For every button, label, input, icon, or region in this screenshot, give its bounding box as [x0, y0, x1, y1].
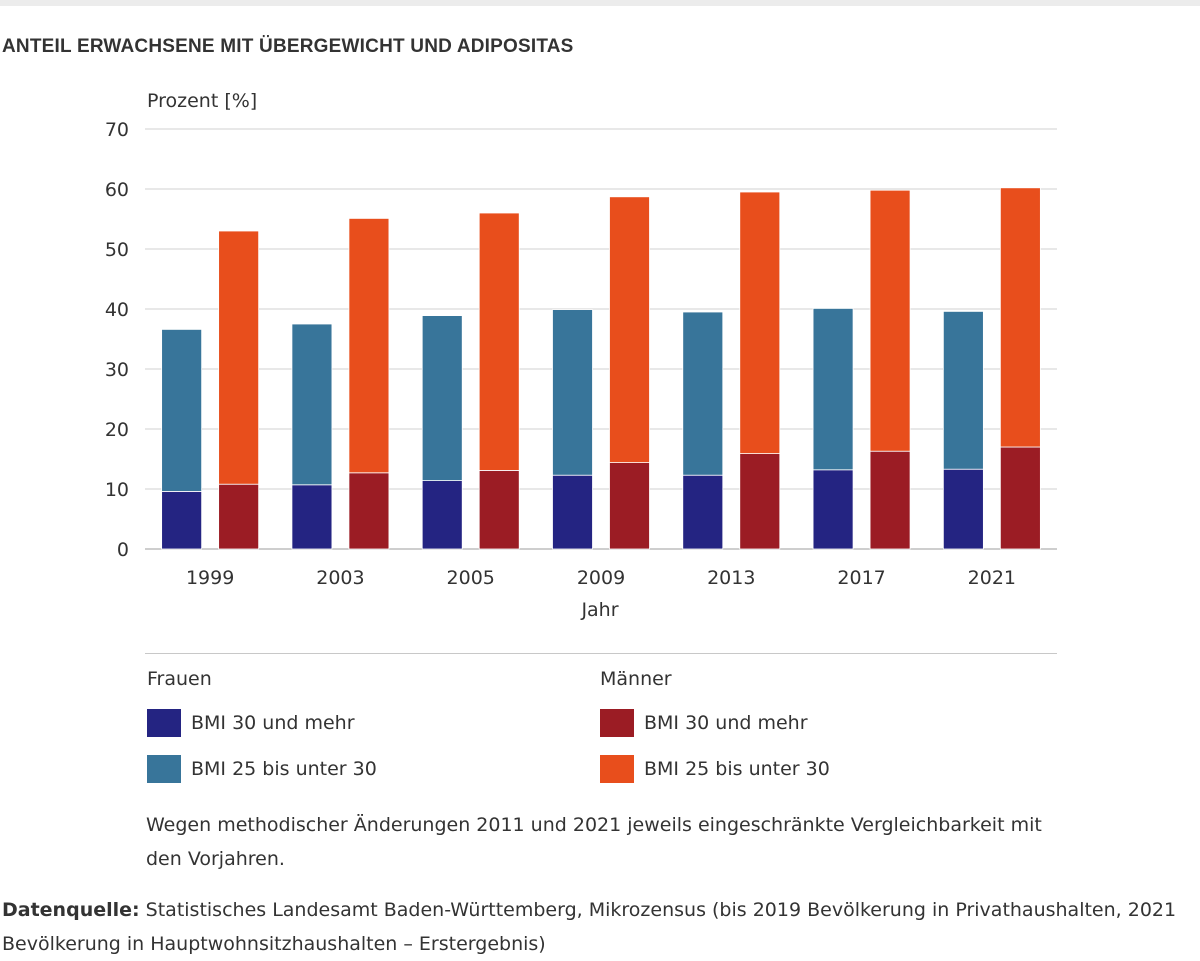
legend-swatch-maenner-bmi25 [600, 755, 634, 783]
y-axis-label: Prozent [%] [147, 90, 257, 112]
bar-chart: 0 10 20 30 40 50 60 70 1999 2003 2005 2009 2013 2017 2… [105, 90, 1057, 621]
bar-maenner-bmi30 [999, 446, 1041, 550]
legend-label: BMI 30 und mehr [191, 712, 355, 734]
bar-maenner-bmi30 [348, 472, 390, 550]
bar-frauen-bmi30 [291, 484, 333, 550]
bar-frauen-bmi25 [291, 323, 333, 486]
legend-swatch-maenner-bmi30 [600, 709, 634, 737]
bar-frauen-bmi25 [942, 310, 984, 470]
y-tick-label: 60 [105, 179, 129, 201]
legend-maenner-title: Männer [600, 668, 672, 690]
x-tick-label: 2021 [968, 567, 1016, 589]
legend-item: BMI 25 bis unter 30 [147, 746, 377, 792]
bars [161, 187, 1041, 550]
data-source: Datenquelle: Statistisches Landesamt Bad… [2, 893, 1192, 961]
bar-maenner-bmi30 [739, 453, 781, 550]
y-tick-label: 10 [105, 479, 129, 501]
top-divider [0, 0, 1200, 6]
bar-frauen-bmi25 [161, 328, 203, 492]
bar-frauen-bmi30 [421, 480, 463, 550]
legend-label: BMI 30 und mehr [644, 712, 808, 734]
legend-swatch-frauen-bmi30 [147, 709, 181, 737]
x-tick-label: 2009 [577, 567, 625, 589]
bar-maenner-bmi30 [478, 469, 520, 550]
bar-maenner-bmi25 [869, 189, 911, 452]
bar-maenner-bmi25 [478, 212, 520, 471]
methodology-note: Wegen methodischer Änderungen 2011 und 2… [146, 814, 1042, 870]
x-tick-label: 2005 [447, 567, 495, 589]
data-source-text: Statistisches Landesamt Baden-Württember… [2, 899, 1177, 955]
x-tick-label: 1999 [186, 567, 234, 589]
x-axis-label: Jahr [580, 599, 618, 621]
y-tick-label: 40 [105, 299, 129, 321]
legend-item: BMI 25 bis unter 30 [600, 746, 830, 792]
bar-maenner-bmi25 [609, 196, 650, 463]
bar-frauen-bmi30 [552, 474, 593, 550]
bar-frauen-bmi30 [942, 468, 984, 550]
legend-item: BMI 30 und mehr [147, 700, 377, 746]
y-tick-label: 20 [105, 419, 129, 441]
y-tick-label: 50 [105, 239, 129, 261]
bar-maenner-bmi30 [609, 462, 650, 550]
bar-maenner-bmi30 [869, 450, 911, 550]
bar-maenner-bmi25 [739, 191, 781, 455]
bar-frauen-bmi30 [812, 469, 854, 550]
legend-frauen: Frauen BMI 30 und mehr BMI 25 bis unter … [147, 668, 377, 792]
x-tick-label: 2003 [316, 567, 364, 589]
bar-frauen-bmi25 [682, 311, 724, 476]
chart-title: ANTEIL ERWACHSENE MIT ÜBERGEWICHT UND AD… [2, 36, 574, 57]
axis-ticks: 0 10 20 30 40 50 60 70 1999 2003 2005 2009 2013 2017 2… [105, 119, 1016, 589]
bar-frauen-bmi30 [682, 474, 724, 550]
bar-maenner-bmi25 [348, 217, 390, 474]
y-tick-label: 30 [105, 359, 129, 381]
y-tick-label: 0 [117, 539, 129, 561]
legend-maenner: Männer BMI 30 und mehr BMI 25 bis unter … [600, 668, 830, 792]
legend-item: BMI 30 und mehr [600, 700, 830, 746]
x-tick-label: 2013 [707, 567, 755, 589]
legend-swatch-frauen-bmi25 [147, 755, 181, 783]
legend-frauen-title: Frauen [147, 668, 212, 690]
legend-divider [145, 653, 1057, 654]
bar-frauen-bmi25 [421, 315, 463, 482]
y-tick-label: 70 [105, 119, 129, 141]
data-source-label: Datenquelle: [2, 899, 140, 921]
bar-frauen-bmi25 [552, 309, 593, 476]
bar-maenner-bmi30 [218, 483, 260, 550]
bar-frauen-bmi30 [161, 490, 203, 550]
x-tick-label: 2017 [837, 567, 885, 589]
bar-frauen-bmi25 [812, 307, 854, 471]
bar-maenner-bmi25 [218, 230, 260, 485]
bar-maenner-bmi25 [999, 187, 1041, 448]
legend-label: BMI 25 bis unter 30 [644, 758, 830, 780]
legend-label: BMI 25 bis unter 30 [191, 758, 377, 780]
gridlines [145, 128, 1057, 550]
